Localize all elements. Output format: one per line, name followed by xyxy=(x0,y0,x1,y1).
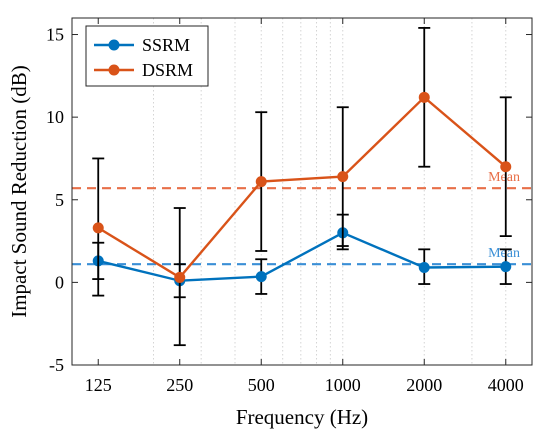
x-tick-label: 2000 xyxy=(406,375,442,395)
data-point-dsrm xyxy=(418,91,430,103)
mean-lines-layer: Mean Mean xyxy=(72,170,532,266)
x-axis-label: Frequency (Hz) xyxy=(236,405,368,429)
x-tick-label: 250 xyxy=(166,375,193,395)
y-axis-label: Impact Sound Reduction (dB) xyxy=(7,65,31,318)
data-point-ssrm xyxy=(500,261,512,273)
data-point-dsrm xyxy=(92,222,104,234)
x-tick-label: 1000 xyxy=(325,375,361,395)
legend-label-ssrm: SSRM xyxy=(142,35,190,55)
x-tick-label: 125 xyxy=(85,375,112,395)
y-tick-label: 10 xyxy=(46,107,64,127)
x-tick-label: 4000 xyxy=(488,375,524,395)
series-line-ssrm xyxy=(97,231,506,282)
axes-layer: -5 0 5 10 15 125 250 500 1000 2000 4000 Frequency (… xyxy=(7,17,533,429)
data-point-ssrm xyxy=(418,262,430,274)
data-point-dsrm xyxy=(255,176,267,188)
data-point-ssrm xyxy=(255,271,267,283)
y-tick-label: 15 xyxy=(46,25,64,45)
series-dsrm xyxy=(92,27,512,347)
data-point-dsrm xyxy=(337,171,349,183)
legend-box xyxy=(85,25,209,87)
series-ssrm xyxy=(92,213,512,299)
data-point-dsrm xyxy=(500,161,512,173)
x-tick-label: 500 xyxy=(248,375,275,395)
series-layer xyxy=(92,27,512,347)
mean-label-ssrm: Mean xyxy=(488,246,520,261)
mean-label-dsrm: Mean xyxy=(488,170,520,185)
legend-marker-dsrm xyxy=(108,64,120,76)
y-tick-label: 5 xyxy=(55,190,64,210)
y-tick-label: 0 xyxy=(55,272,64,292)
legend-marker-ssrm xyxy=(108,39,120,51)
data-point-dsrm xyxy=(174,271,186,283)
legend: SSRM DSRM xyxy=(85,25,209,87)
y-tick-label: -5 xyxy=(49,355,64,375)
series-line-dsrm xyxy=(97,95,507,279)
plot-frame xyxy=(71,17,533,366)
legend-label-dsrm: DSRM xyxy=(142,60,193,80)
